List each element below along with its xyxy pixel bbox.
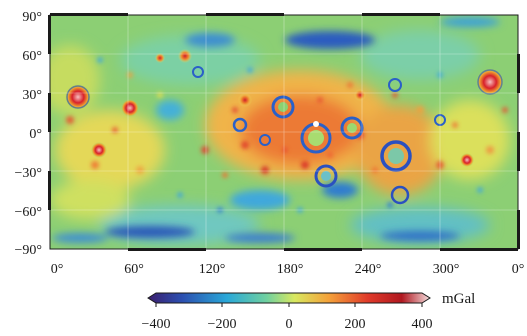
colorbar-unit: mGal: [442, 291, 475, 307]
map-frame: [48, 13, 520, 251]
lat-label-60: 60°: [22, 49, 42, 64]
colorbar-bar: [147, 292, 431, 304]
lat-label-0: 0°: [29, 127, 42, 142]
colorbar-tick-minus400: −400: [142, 317, 171, 332]
lon-label-240: 240°: [355, 262, 382, 277]
lon-label-60: 60°: [124, 262, 144, 277]
longitude-labels: 0° 60° 120° 180° 240° 300° 0°: [51, 262, 525, 277]
lon-label-180: 180°: [277, 262, 304, 277]
colorbar-tick-0: 0: [286, 317, 293, 332]
lon-label-300: 300°: [433, 262, 460, 277]
lat-label-90: 90°: [22, 10, 42, 25]
lon-label-120: 120°: [199, 262, 226, 277]
gravity-map: [50, 15, 518, 249]
lon-label-360: 0°: [512, 262, 525, 277]
colorbar-tick-minus200: −200: [208, 317, 237, 332]
lat-label-30: 30°: [22, 88, 42, 103]
colorbar: mGal −400 −200 0 200 400: [142, 291, 476, 332]
latitude-labels: 90° 60° 30° 0° −30° −60° −90°: [15, 10, 43, 258]
lon-label-0: 0°: [51, 262, 64, 277]
colorbar-tick-200: 200: [345, 317, 366, 332]
lat-label-minus30: −30°: [15, 166, 43, 181]
colorbar-tick-400: 400: [412, 317, 433, 332]
lat-label-minus60: −60°: [15, 205, 43, 220]
lat-label-minus90: −90°: [15, 243, 43, 258]
